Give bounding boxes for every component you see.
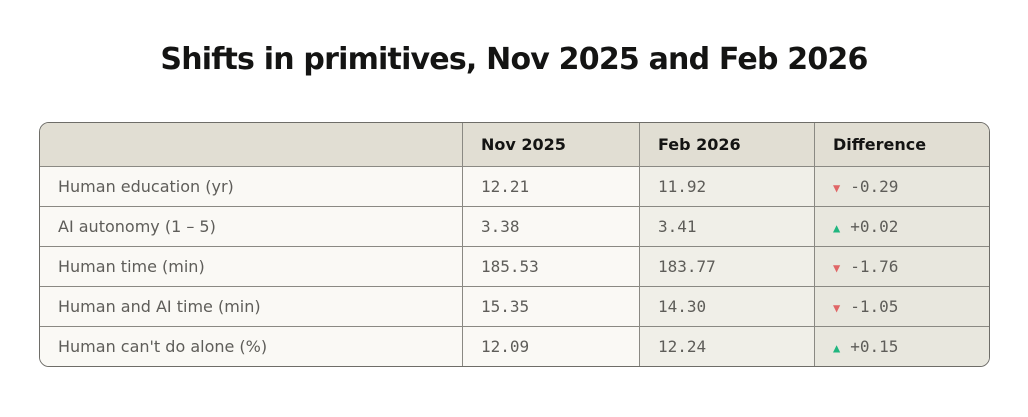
row-label: Human and AI time (min) — [40, 287, 463, 327]
row-label: Human can't do alone (%) — [40, 327, 463, 366]
primitives-table: Nov 2025 Feb 2026 Difference Human educa… — [39, 122, 990, 367]
nov-value: 12.09 — [463, 327, 640, 366]
triangle-down-icon: ▼ — [833, 261, 841, 275]
table-row: AI autonomy (1 – 5) 3.38 3.41 ▲ +0.02 — [40, 207, 989, 247]
header-difference: Difference — [815, 123, 989, 167]
feb-value: 12.24 — [640, 327, 815, 366]
difference-cell: ▲ +0.02 — [815, 207, 989, 247]
nov-value: 12.21 — [463, 167, 640, 207]
feb-value: 3.41 — [640, 207, 815, 247]
difference-cell: ▼ -1.05 — [815, 287, 989, 327]
triangle-down-icon: ▼ — [833, 181, 841, 195]
row-label: Human education (yr) — [40, 167, 463, 207]
table-row: Human time (min) 185.53 183.77 ▼ -1.76 — [40, 247, 989, 287]
header-nov-2025: Nov 2025 — [463, 123, 640, 167]
table-row: Human can't do alone (%) 12.09 12.24 ▲ +0… — [40, 327, 989, 366]
difference-value: -1.76 — [850, 257, 899, 276]
difference-value: -0.29 — [850, 177, 899, 196]
difference-cell: ▲ +0.15 — [815, 327, 989, 366]
header-blank — [40, 123, 463, 167]
nov-value: 185.53 — [463, 247, 640, 287]
row-label: AI autonomy (1 – 5) — [40, 207, 463, 247]
nov-value: 3.38 — [463, 207, 640, 247]
triangle-down-icon: ▼ — [833, 301, 841, 315]
difference-value: -1.05 — [850, 297, 899, 316]
difference-value: +0.15 — [850, 337, 899, 356]
table-row: Human education (yr) 12.21 11.92 ▼ -0.29 — [40, 167, 989, 207]
triangle-up-icon: ▲ — [833, 221, 841, 235]
triangle-up-icon: ▲ — [833, 341, 841, 355]
difference-value: +0.02 — [850, 217, 899, 236]
table-row: Human and AI time (min) 15.35 14.30 ▼ -1.… — [40, 287, 989, 327]
difference-cell: ▼ -1.76 — [815, 247, 989, 287]
nov-value: 15.35 — [463, 287, 640, 327]
row-label: Human time (min) — [40, 247, 463, 287]
difference-cell: ▼ -0.29 — [815, 167, 989, 207]
feb-value: 14.30 — [640, 287, 815, 327]
feb-value: 183.77 — [640, 247, 815, 287]
page-title: Shifts in primitives, Nov 2025 and Feb 2… — [160, 42, 868, 77]
feb-value: 11.92 — [640, 167, 815, 207]
header-feb-2026: Feb 2026 — [640, 123, 815, 167]
